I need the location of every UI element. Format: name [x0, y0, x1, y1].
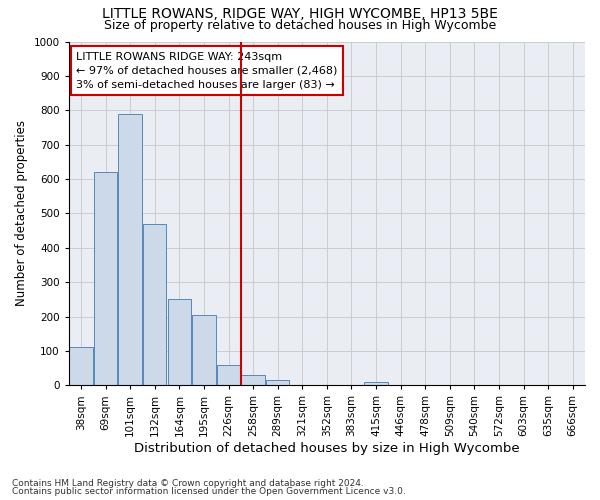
Bar — [70, 348, 92, 386]
Bar — [143, 224, 166, 386]
Text: LITTLE ROWANS, RIDGE WAY, HIGH WYCOMBE, HP13 5BE: LITTLE ROWANS, RIDGE WAY, HIGH WYCOMBE, … — [102, 8, 498, 22]
Bar — [217, 364, 240, 386]
Text: Contains public sector information licensed under the Open Government Licence v3: Contains public sector information licen… — [12, 487, 406, 496]
Bar — [364, 382, 388, 386]
Bar — [94, 172, 117, 386]
Bar — [241, 375, 265, 386]
Bar — [118, 114, 142, 386]
Y-axis label: Number of detached properties: Number of detached properties — [15, 120, 28, 306]
Text: Size of property relative to detached houses in High Wycombe: Size of property relative to detached ho… — [104, 19, 496, 32]
Bar — [167, 300, 191, 386]
X-axis label: Distribution of detached houses by size in High Wycombe: Distribution of detached houses by size … — [134, 442, 520, 455]
Text: LITTLE ROWANS RIDGE WAY: 243sqm
← 97% of detached houses are smaller (2,468)
3% : LITTLE ROWANS RIDGE WAY: 243sqm ← 97% of… — [76, 52, 338, 90]
Bar — [192, 315, 215, 386]
Bar — [266, 380, 289, 386]
Text: Contains HM Land Registry data © Crown copyright and database right 2024.: Contains HM Land Registry data © Crown c… — [12, 478, 364, 488]
